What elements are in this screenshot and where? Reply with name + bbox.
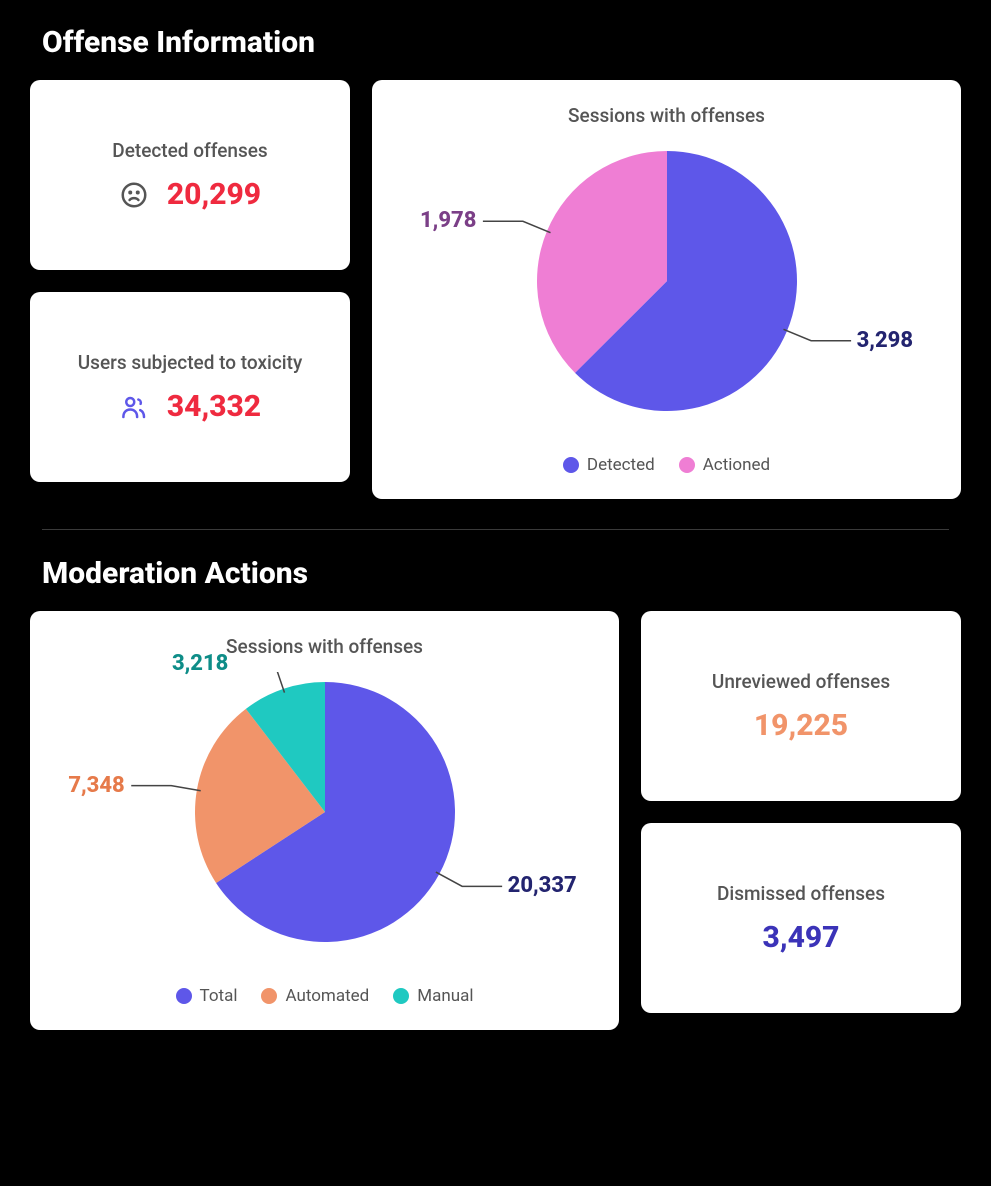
offense-callout-line-1	[482, 221, 550, 232]
toxicity-users-value: 34,332	[167, 389, 261, 424]
offense-legend-label: Detected	[587, 455, 655, 475]
moderation-legend-label: Total	[200, 986, 238, 1006]
offense-legend-label: Actioned	[703, 455, 770, 475]
moderation-legend-label: Manual	[417, 986, 473, 1006]
moderation-legend-item-automated: Automated	[261, 986, 369, 1006]
offense-pie-card: Sessions with offenses 3,2981,978 Detect…	[372, 80, 961, 499]
toxicity-users-card: Users subjected to toxicity 34,332	[30, 292, 350, 482]
moderation-grid: Sessions with offenses 20,3377,3483,218 …	[30, 611, 961, 1030]
legend-dot-icon	[261, 988, 277, 1004]
moderation-section-title: Moderation Actions	[42, 556, 961, 591]
offense-legend-item-detected: Detected	[563, 455, 655, 475]
legend-dot-icon	[563, 457, 579, 473]
dismissed-offenses-label: Dismissed offenses	[717, 881, 885, 907]
offense-section-title: Offense Information	[42, 25, 961, 60]
legend-dot-icon	[393, 988, 409, 1004]
offense-legend-item-actioned: Actioned	[679, 455, 770, 475]
section-divider	[42, 529, 949, 530]
moderation-pie-title: Sessions with offenses	[226, 635, 423, 658]
detected-offenses-label: Detected offenses	[112, 138, 267, 164]
offense-left-column: Detected offenses 20,299 Users subjected…	[30, 80, 350, 499]
offense-grid: Detected offenses 20,299 Users subjected…	[30, 80, 961, 499]
moderation-pie-legend: Total Automated Manual	[176, 986, 474, 1006]
moderation-right-column: Unreviewed offenses 19,225 Dismissed off…	[641, 611, 961, 1030]
moderation-pie-svg	[85, 672, 565, 972]
offense-pie-wrap: 3,2981,978	[427, 141, 907, 441]
detected-offenses-value: 20,299	[167, 177, 261, 212]
moderation-callout-line-2	[234, 672, 284, 693]
offense-pie-title: Sessions with offenses	[568, 104, 765, 127]
dismissed-offenses-card: Dismissed offenses 3,497	[641, 823, 961, 1013]
moderation-legend-item-total: Total	[176, 986, 238, 1006]
toxicity-users-label: Users subjected to toxicity	[78, 350, 303, 376]
legend-dot-icon	[176, 988, 192, 1004]
frown-icon	[119, 180, 149, 210]
offense-pie-svg	[427, 141, 907, 441]
moderation-pie-wrap: 20,3377,3483,218	[85, 672, 565, 972]
offense-callout-actioned: 1,978	[420, 208, 476, 233]
detected-offenses-card: Detected offenses 20,299	[30, 80, 350, 270]
people-icon	[119, 392, 149, 422]
unreviewed-offenses-value: 19,225	[754, 708, 848, 743]
offense-pie-legend: Detected Actioned	[563, 455, 770, 475]
offense-callout-line-0	[783, 329, 851, 340]
moderation-callout-line-0	[435, 872, 501, 886]
unreviewed-offenses-label: Unreviewed offenses	[712, 669, 890, 695]
moderation-callout-automated: 7,348	[68, 773, 124, 798]
offense-callout-detected: 3,298	[857, 328, 913, 353]
moderation-callout-manual: 3,218	[172, 651, 228, 676]
dismissed-offenses-value: 3,497	[763, 920, 840, 955]
legend-dot-icon	[679, 457, 695, 473]
moderation-callout-total: 20,337	[508, 873, 577, 898]
moderation-legend-label: Automated	[285, 986, 369, 1006]
moderation-pie-card: Sessions with offenses 20,3377,3483,218 …	[30, 611, 619, 1030]
moderation-callout-line-1	[131, 786, 200, 791]
moderation-legend-item-manual: Manual	[393, 986, 473, 1006]
unreviewed-offenses-card: Unreviewed offenses 19,225	[641, 611, 961, 801]
